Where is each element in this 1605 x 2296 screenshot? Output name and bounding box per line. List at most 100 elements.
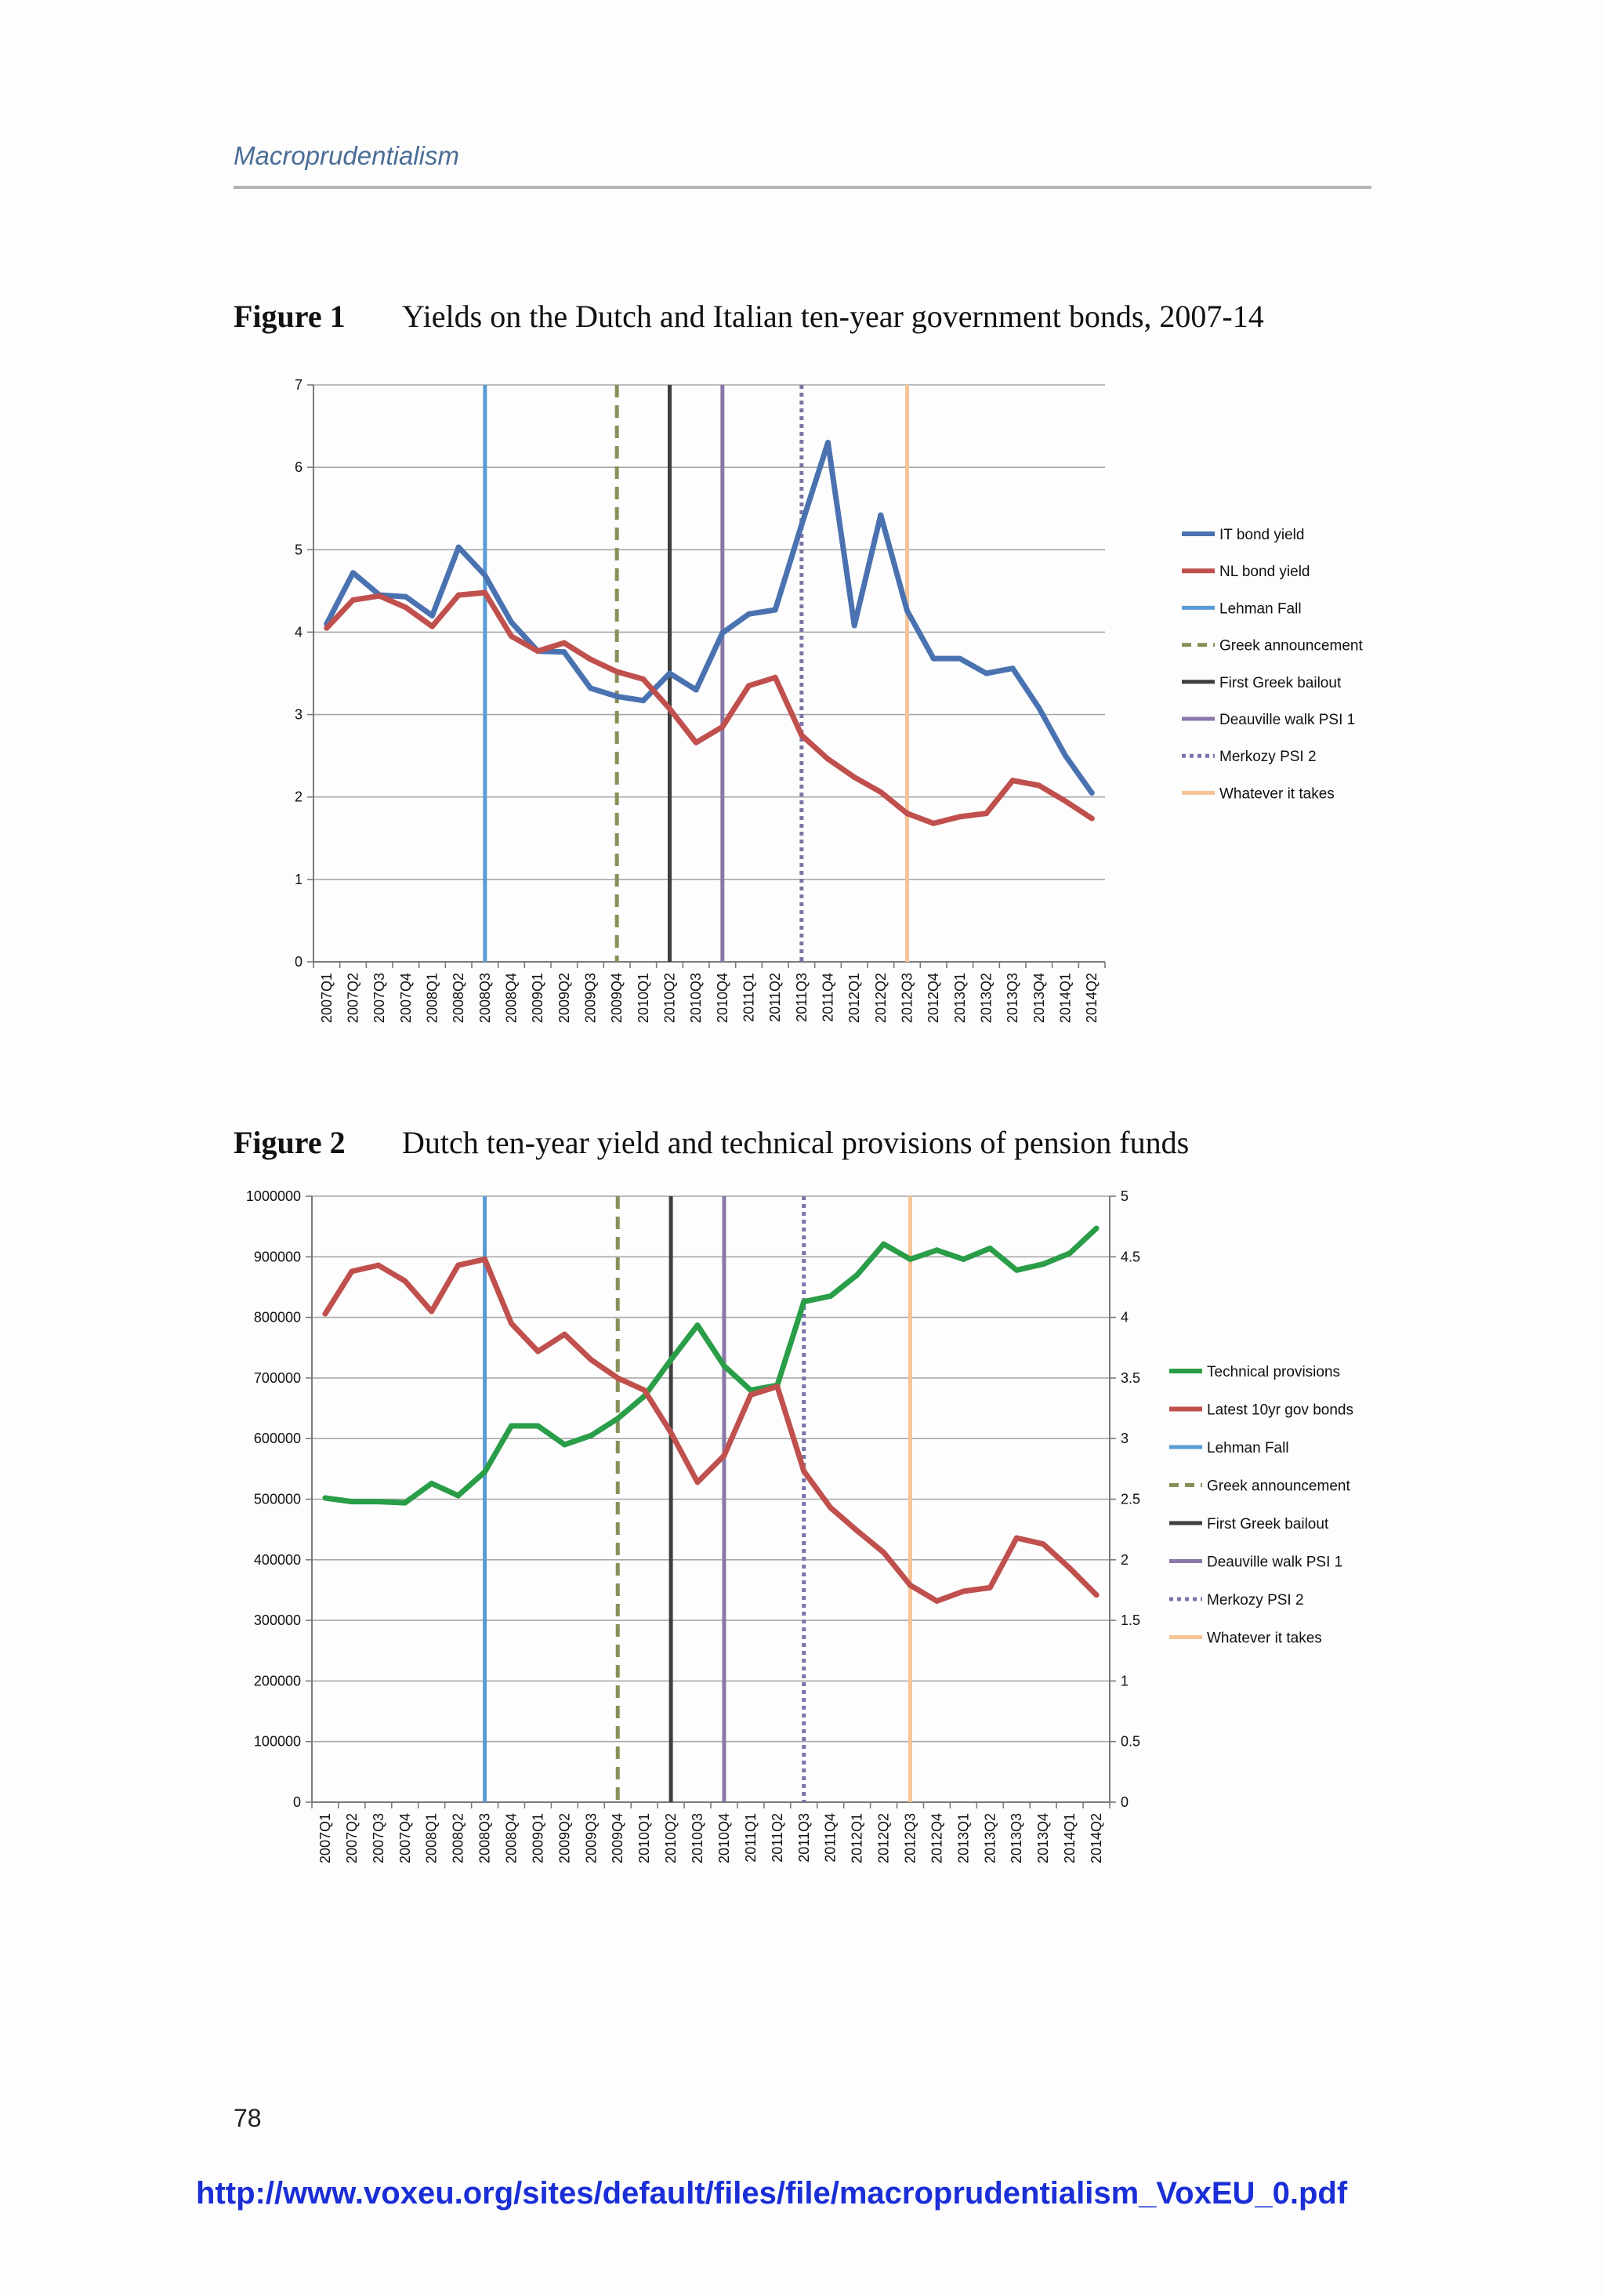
data-point: [561, 1331, 567, 1337]
x-tick-label: 2012Q4: [929, 1813, 944, 1863]
data-point: [1089, 789, 1095, 796]
x-tick-label: 2011Q2: [770, 1813, 785, 1863]
data-point: [588, 1357, 594, 1363]
data-point: [402, 1278, 408, 1284]
data-point: [509, 619, 514, 626]
data-point: [455, 1493, 462, 1499]
data-point: [509, 1423, 514, 1429]
x-tick-label: 2008Q4: [504, 1813, 520, 1863]
data-point: [878, 512, 884, 518]
x-tick-label: 2014Q2: [1089, 1813, 1104, 1863]
data-point: [825, 756, 831, 762]
data-point: [375, 1262, 382, 1268]
x-tick-label: 2013Q2: [982, 1813, 998, 1863]
figure-2-chart: 0 100000 200000 300000 400000 500000 600000 700…: [246, 1188, 1353, 1863]
y2-tick-label: 5: [1121, 1188, 1129, 1204]
legend-label: Greek announcement: [1219, 638, 1363, 655]
data-point: [1040, 1261, 1046, 1268]
data-point: [878, 789, 884, 795]
legend-label: Greek announcement: [1207, 1478, 1350, 1495]
y-tick-label: 400000: [254, 1552, 301, 1568]
data-point: [748, 1387, 754, 1393]
legend-label: Latest 10yr gov bonds: [1207, 1402, 1353, 1419]
y-tick-label: 5: [295, 542, 303, 557]
data-point: [482, 572, 488, 579]
x-tick-label: 2008Q3: [477, 973, 493, 1023]
data-point: [801, 1468, 807, 1474]
x-tick-label: 2007Q2: [346, 973, 361, 1023]
data-point: [588, 685, 593, 691]
figure-1-title: Yields on the Dutch and Italian ten-year…: [402, 299, 1264, 334]
y-tick-label: 0: [295, 954, 303, 970]
data-point: [455, 592, 462, 598]
x-tick-label: 2013Q2: [979, 973, 995, 1023]
x-tick-label: 2011Q1: [741, 973, 757, 1022]
x-tick-label: 2010Q2: [662, 973, 678, 1023]
x-tick-label: 2013Q1: [952, 973, 968, 1023]
y-tick-label: 900000: [254, 1249, 301, 1264]
data-point: [933, 1247, 940, 1253]
x-tick-label: 2013Q1: [955, 1813, 971, 1863]
data-point: [1063, 798, 1068, 804]
x-tick-label: 2007Q4: [397, 1813, 413, 1863]
y-tick-label: 3: [295, 707, 303, 723]
data-point: [799, 732, 805, 738]
data-point: [614, 1416, 621, 1422]
data-point: [746, 683, 752, 689]
x-tick-label: 2009Q3: [583, 973, 599, 1023]
data-point: [881, 1241, 887, 1247]
data-point: [534, 1348, 541, 1355]
legend-label: Lehman Fall: [1219, 600, 1302, 617]
legend-label: Lehman Fall: [1207, 1440, 1289, 1456]
figure-2-number: Figure 2: [234, 1125, 346, 1160]
x-tick-label: 2012Q2: [876, 1813, 892, 1863]
data-point: [402, 1500, 408, 1506]
x-tick-label: 2011Q4: [821, 973, 836, 1022]
data-point: [429, 623, 435, 629]
y2-tick-label: 3: [1121, 1431, 1129, 1446]
x-tick-label: 2011Q3: [794, 973, 810, 1022]
x-tick-label: 2007Q3: [371, 1813, 386, 1863]
x-tick-label: 2012Q2: [873, 973, 889, 1023]
source-url-link[interactable]: http://www.voxeu.org/sites/default/files…: [196, 2176, 1348, 2211]
data-point: [987, 1245, 993, 1251]
data-point: [349, 1499, 355, 1505]
x-tick-label: 2012Q1: [846, 973, 862, 1023]
data-point: [960, 1256, 966, 1262]
data-point: [960, 1588, 966, 1594]
data-point: [1036, 782, 1042, 789]
data-point: [694, 1322, 701, 1329]
data-point: [561, 649, 567, 655]
x-tick-label: 2008Q1: [425, 973, 440, 1023]
x-tick-label: 2011Q3: [796, 1813, 812, 1863]
x-tick-label: 2011Q1: [743, 1813, 759, 1863]
x-tick-label: 2013Q3: [1009, 1813, 1024, 1863]
data-point: [349, 1268, 355, 1275]
y-tick-label: 6: [295, 459, 303, 475]
data-point: [851, 622, 857, 629]
y2-tick-label: 1: [1121, 1673, 1129, 1688]
data-point: [429, 612, 435, 618]
series-line-technical-provisions: [322, 1225, 1100, 1506]
data-point: [614, 693, 620, 699]
legend-label: Technical provisions: [1207, 1364, 1340, 1380]
x-tick-label: 2013Q4: [1031, 973, 1047, 1023]
legend-label: IT bond yield: [1219, 527, 1304, 543]
y2-tick-label: 4.5: [1121, 1249, 1140, 1264]
data-point: [957, 814, 963, 820]
y-tick-label: 100000: [254, 1734, 301, 1750]
legend-label: First Greek bailout: [1219, 675, 1342, 691]
data-point: [799, 522, 805, 528]
x-tick-label: 2009Q2: [556, 973, 572, 1023]
data-point: [534, 648, 541, 655]
legend-label: Whatever it takes: [1219, 785, 1335, 802]
data-point: [350, 570, 356, 576]
data-point: [904, 608, 910, 614]
data-point: [1093, 1225, 1100, 1231]
data-point: [482, 1469, 488, 1475]
x-tick-label: 2009Q1: [530, 973, 545, 1023]
data-point: [984, 811, 989, 817]
data-point: [350, 597, 356, 603]
legend-label: Merkozy PSI 2: [1219, 749, 1317, 765]
data-point: [455, 1262, 462, 1268]
